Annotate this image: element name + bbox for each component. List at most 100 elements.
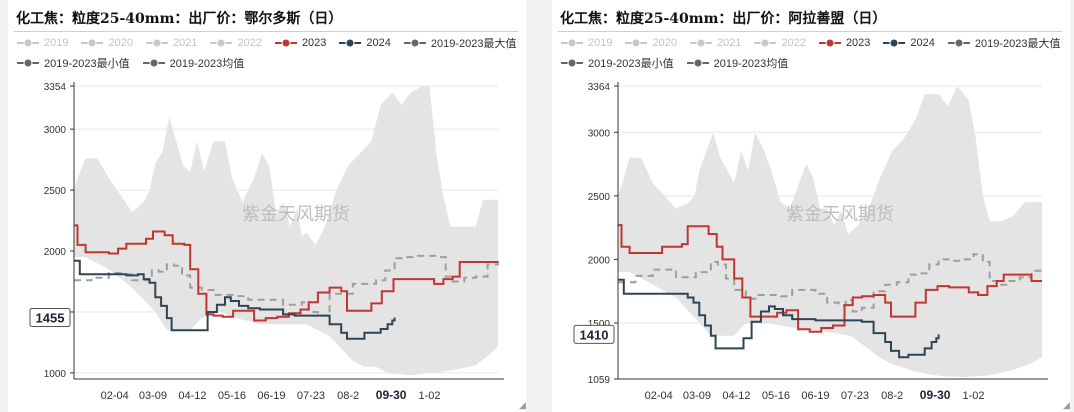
legend-item-2022[interactable]: 2022 (753, 37, 806, 49)
legend-label: 2022 (781, 37, 806, 49)
x-tick-label: 09-30 (920, 388, 951, 402)
legend-marker-icon (403, 38, 426, 48)
legend-marker-icon (17, 38, 39, 48)
resize-handle-icon[interactable]: ◢ (519, 400, 526, 410)
legend-item-2019-2023最小值[interactable]: 2019-2023最小值 (16, 55, 130, 71)
x-tick-label: 06-19 (257, 390, 285, 402)
legend-item-2020[interactable]: 2020 (80, 37, 133, 49)
x-tick-label: 1-02 (962, 390, 984, 402)
y-tick-label: 1059 (588, 375, 611, 386)
legend-label: 2019-2023最大值 (974, 38, 1061, 50)
legend-item-2019-2023最大值[interactable]: 2019-2023最大值 (947, 35, 1061, 51)
legend-item-2019-2023均值[interactable]: 2019-2023均值 (686, 55, 788, 71)
y-value-indicator: 1410 (573, 324, 615, 344)
series-line-2023 (74, 224, 498, 322)
y-tick-label: 3364 (588, 82, 611, 93)
x-tick-label: 02-04 (645, 390, 673, 402)
legend-marker-icon (689, 38, 712, 48)
legend-item-2024[interactable]: 2024 (338, 37, 391, 49)
series-line-2019-2023均值 (74, 254, 499, 317)
legend-label: 2019-2023最大值 (430, 38, 517, 50)
x-tick-label: 05-16 (218, 390, 246, 402)
legend-item-2023[interactable]: 2023 (818, 37, 870, 49)
x-tick-label: 08-2 (881, 390, 903, 402)
legend-label: 2020 (108, 37, 133, 49)
y-tick-label: 1000 (44, 369, 67, 380)
legend-marker-icon (883, 38, 906, 48)
legend-label: 2021 (716, 37, 742, 49)
y-tick-label: 2000 (588, 255, 611, 266)
legend-marker-icon (686, 58, 709, 68)
legend-label: 2021 (172, 37, 198, 49)
legend-marker-icon (142, 58, 165, 68)
legend-row: 2019 2020 2021 2022 2023 2024 2019-2023最大值 (560, 33, 1061, 53)
y-tick-label: 3000 (44, 125, 67, 136)
x-tick-label: 03-09 (139, 390, 167, 402)
legend-marker-icon (561, 58, 583, 68)
legend-label: 2019-2023均值 (169, 58, 245, 70)
legend-marker-icon (947, 38, 970, 48)
y-tick-label: 3354 (44, 82, 67, 93)
x-tick-label: 07-23 (297, 390, 325, 402)
watermark: 紫金天风期货 (786, 204, 894, 224)
chart-legend: 2019 2020 2021 2022 2023 2024 2019-2023最大值 2019… (16, 33, 517, 73)
legend-label: 2019 (44, 37, 69, 49)
max-min-band (618, 86, 1042, 377)
title-divider (558, 31, 1062, 32)
legend-item-2024[interactable]: 2024 (882, 37, 935, 49)
title-divider (14, 31, 518, 32)
legend-item-2020[interactable]: 2020 (624, 37, 677, 49)
x-tick-label: 06-19 (801, 390, 829, 402)
x-tick-label: 07-23 (841, 390, 869, 402)
legend-label: 2023 (301, 37, 327, 49)
max-min-band (74, 86, 498, 376)
legend-label: 2024 (366, 37, 391, 49)
y-tick-label: 2500 (44, 186, 67, 197)
y-value-label: 1410 (580, 327, 609, 342)
legend-row: 2019-2023最小值 2019-2023均值 (560, 53, 1060, 73)
watermark: 紫金天风期货 (242, 204, 350, 224)
legend-item-2019[interactable]: 2019 (560, 37, 612, 49)
y-tick-label: 2000 (44, 247, 67, 258)
legend-marker-icon (818, 38, 841, 48)
legend-label: 2024 (910, 37, 935, 49)
y-value-indicator: 1455 (29, 307, 71, 327)
legend-item-2019-2023最大值[interactable]: 2019-2023最大值 (403, 35, 517, 51)
legend-item-2021[interactable]: 2021 (145, 37, 197, 49)
legend-label: 2019 (588, 37, 613, 49)
legend-marker-icon (81, 38, 104, 48)
legend-marker-icon (339, 38, 362, 48)
legend-row: 2019 2020 2021 2022 2023 2024 2019-2023最大值 (16, 33, 517, 53)
y-tick-label: 3000 (588, 128, 611, 139)
legend-marker-icon (145, 38, 168, 48)
x-tick-label: 04-12 (178, 390, 206, 402)
series-line-2024 (618, 278, 940, 359)
chart-legend: 2019 2020 2021 2022 2023 2024 2019-2023最大值 2019… (560, 33, 1061, 73)
x-tick-label: 03-09 (683, 390, 711, 402)
x-tick-label: 02-04 (101, 390, 129, 402)
line-chart: 100015002000250030003354紫金天风期货02-0403-09… (29, 82, 504, 402)
legend-marker-icon (210, 38, 233, 48)
legend-marker-icon (625, 38, 648, 48)
chart-title: 化工焦：粒度25-40mm：出厂价：鄂尔多斯（日） (16, 11, 343, 27)
legend-marker-icon (274, 38, 297, 48)
legend-item-2019-2023均值[interactable]: 2019-2023均值 (142, 55, 245, 71)
x-tick-label: 09-30 (376, 388, 407, 402)
legend-item-2023[interactable]: 2023 (274, 37, 326, 49)
resize-handle-icon[interactable]: ◢ (1063, 400, 1070, 410)
x-tick-label: 05-16 (762, 390, 790, 402)
x-tick-label: 08-2 (337, 390, 359, 402)
chart-title: 化工焦：粒度25-40mm：出厂价：阿拉善盟（日） (560, 11, 887, 27)
legend-item-2022[interactable]: 2022 (209, 37, 262, 49)
legend-label: 2022 (237, 37, 262, 49)
legend-row: 2019-2023最小值 2019-2023均值 (16, 53, 516, 73)
legend-item-2021[interactable]: 2021 (689, 37, 741, 49)
series-line-2019-2023均值 (618, 253, 1043, 313)
y-tick-label: 2500 (588, 192, 611, 203)
legend-item-2019[interactable]: 2019 (16, 37, 68, 49)
legend-marker-icon (561, 38, 583, 48)
legend-label: 2019-2023最小值 (588, 58, 674, 70)
series-line-2024 (74, 259, 396, 340)
legend-item-2019-2023最小值[interactable]: 2019-2023最小值 (560, 55, 674, 71)
chart-panel-ordos: 化工焦：粒度25-40mm：出厂价：鄂尔多斯（日） 2019 2020 2021 20… (8, 0, 526, 412)
